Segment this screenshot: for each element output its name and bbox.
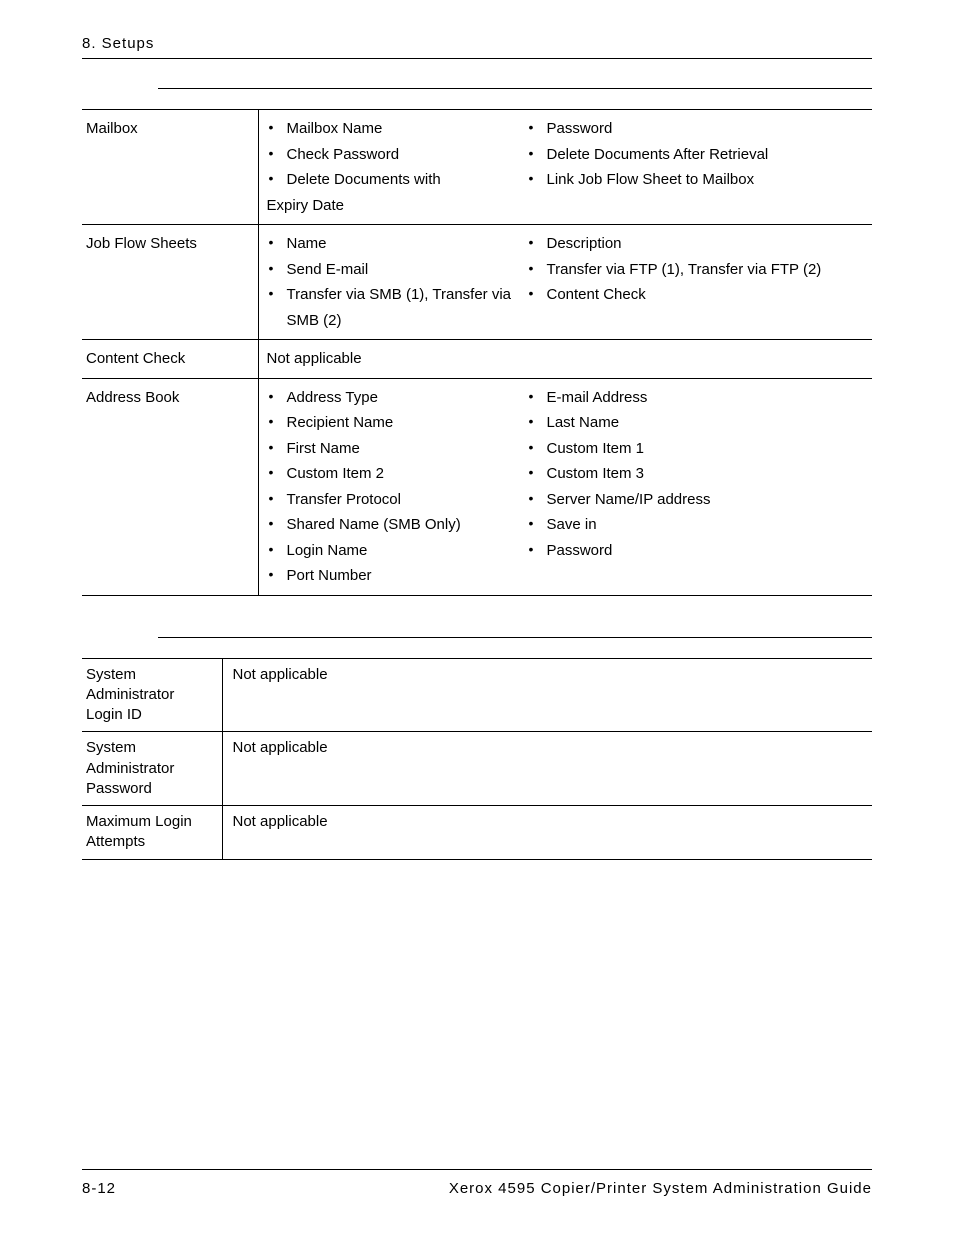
bullet-icon: • (527, 461, 547, 485)
row-value: Not applicable (222, 806, 872, 860)
item-text: Recipient Name (287, 410, 527, 436)
row-content: •Mailbox Name•Check Password•Delete Docu… (258, 110, 872, 225)
admin-settings-table: System Administrator Login IDNot applica… (82, 658, 872, 860)
setup-menu-table: Mailbox•Mailbox Name•Check Password•Dele… (82, 109, 872, 596)
bullet-icon: • (527, 167, 547, 191)
item-text: Mailbox Name (287, 116, 527, 142)
section-rule-2 (158, 636, 872, 638)
row-label: Maximum Login Attempts (82, 806, 222, 860)
item-text: Description (547, 231, 865, 257)
row-content: •Address Type•Recipient Name•First Name•… (258, 378, 872, 595)
page-header: 8. Setups (82, 35, 872, 59)
bullet-icon: • (267, 487, 287, 511)
bullet-icon: • (267, 410, 287, 434)
item-text: E-mail Address (547, 385, 865, 411)
item-text: Content Check (547, 282, 865, 308)
item-text: Login Name (287, 538, 527, 564)
bullet-icon: • (267, 563, 287, 587)
bullet-icon: • (527, 538, 547, 562)
item-text: Expiry Date (267, 193, 527, 219)
item-text: Save in (547, 512, 865, 538)
row-label: System Administrator Login ID (82, 658, 222, 732)
item-text: Password (547, 538, 865, 564)
row-content: Not applicable (258, 340, 872, 379)
row-label: Job Flow Sheets (82, 225, 258, 340)
bullet-icon: • (527, 257, 547, 281)
bullet-icon: • (527, 282, 547, 306)
bullet-icon: • (267, 512, 287, 536)
row-content: •Name•Send E-mail•Transfer via SMB (1), … (258, 225, 872, 340)
item-text: Address Type (287, 385, 527, 411)
item-text: Last Name (547, 410, 865, 436)
item-text: Delete Documents with (287, 167, 527, 193)
bullet-icon: • (267, 436, 287, 460)
table-row: Job Flow Sheets•Name•Send E-mail•Transfe… (82, 225, 872, 340)
bullet-icon: • (527, 231, 547, 255)
table-row: System Administrator PasswordNot applica… (82, 732, 872, 806)
item-text: Custom Item 1 (547, 436, 865, 462)
table-row: Address Book•Address Type•Recipient Name… (82, 378, 872, 595)
item-text: Transfer via FTP (1), Transfer via FTP (… (547, 257, 865, 283)
bullet-icon: • (267, 538, 287, 562)
bullet-icon: • (267, 142, 287, 166)
bullet-icon: • (267, 116, 287, 140)
bullet-icon: • (267, 461, 287, 485)
bullet-icon: • (267, 167, 287, 191)
chapter-title: 8. Setups (82, 35, 154, 52)
table-row: Mailbox•Mailbox Name•Check Password•Dele… (82, 110, 872, 225)
item-text: Name (287, 231, 527, 257)
row-value: Not applicable (222, 732, 872, 806)
bullet-icon: • (527, 410, 547, 434)
bullet-icon: • (527, 142, 547, 166)
page-number: 8-12 (82, 1180, 116, 1197)
row-value: Not applicable (222, 658, 872, 732)
table-row: Content CheckNot applicable (82, 340, 872, 379)
item-text: Shared Name (SMB Only) (287, 512, 527, 538)
bullet-icon: • (527, 116, 547, 140)
item-text: Send E-mail (287, 257, 527, 283)
bullet-icon: • (267, 231, 287, 255)
table-row: System Administrator Login IDNot applica… (82, 658, 872, 732)
item-text: Delete Documents After Retrieval (547, 142, 865, 168)
bullet-icon: • (527, 385, 547, 409)
section-rule-1 (158, 87, 872, 89)
bullet-icon: • (267, 282, 287, 306)
bullet-icon: • (527, 487, 547, 511)
bullet-icon: • (527, 436, 547, 460)
bullet-icon: • (267, 257, 287, 281)
row-label: Mailbox (82, 110, 258, 225)
bullet-icon: • (267, 385, 287, 409)
footer-title: Xerox 4595 Copier/Printer System Adminis… (449, 1180, 872, 1197)
item-text: First Name (287, 436, 527, 462)
item-text: Link Job Flow Sheet to Mailbox (547, 167, 865, 193)
item-text: Transfer via SMB (1), Transfer via SMB (… (287, 282, 527, 333)
item-text: Custom Item 2 (287, 461, 527, 487)
row-label: System Administrator Password (82, 732, 222, 806)
item-text: Port Number (287, 563, 527, 589)
item-text: Transfer Protocol (287, 487, 527, 513)
item-text: Password (547, 116, 865, 142)
item-text: Check Password (287, 142, 527, 168)
row-label: Content Check (82, 340, 258, 379)
item-text: Server Name/IP address (547, 487, 865, 513)
bullet-icon: • (527, 512, 547, 536)
page-footer: 8-12 Xerox 4595 Copier/Printer System Ad… (82, 1169, 872, 1197)
table-row: Maximum Login AttemptsNot applicable (82, 806, 872, 860)
row-label: Address Book (82, 378, 258, 595)
item-text: Custom Item 3 (547, 461, 865, 487)
